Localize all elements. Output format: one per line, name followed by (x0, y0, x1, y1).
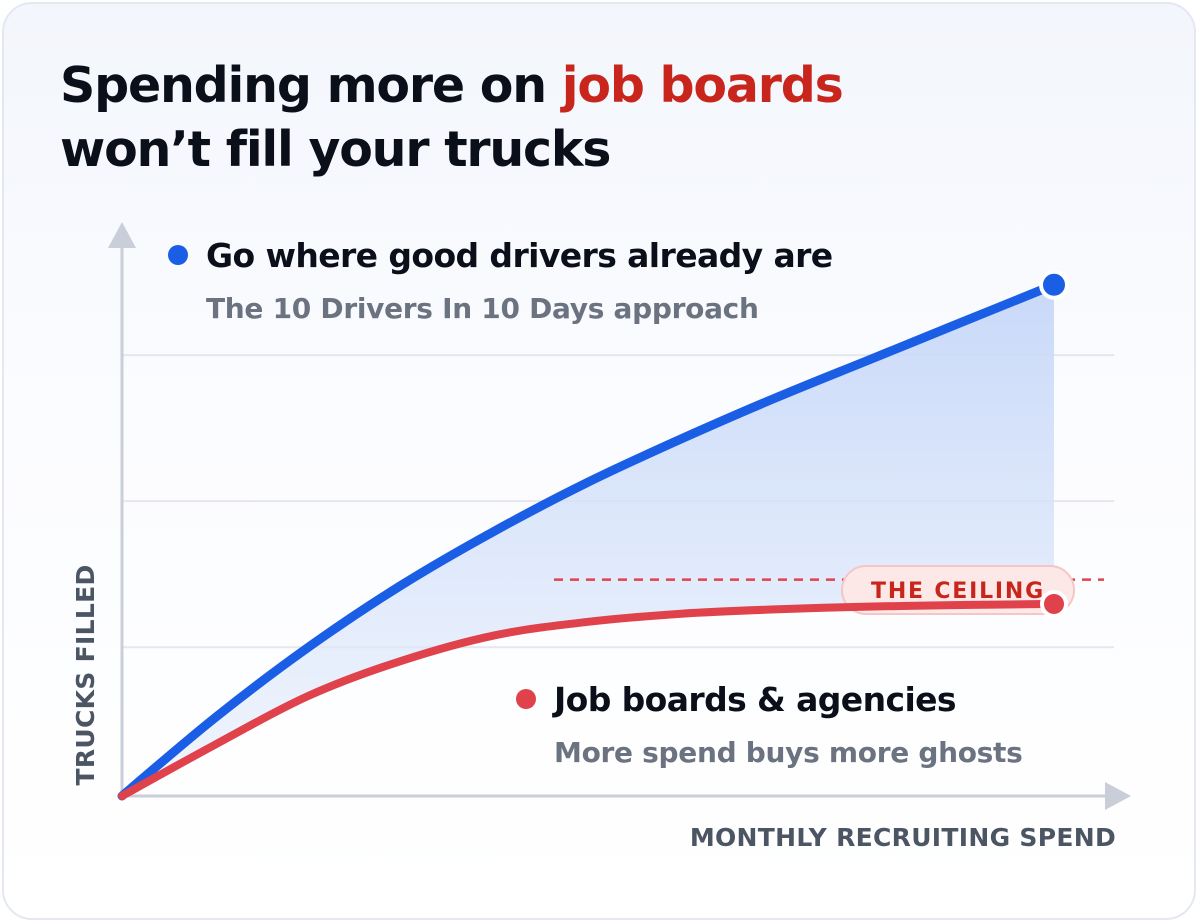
series-subtitle-direct: The 10 Drivers In 10 Days approach (206, 292, 759, 325)
x-axis-arrow (1105, 782, 1131, 810)
title-highlight: job boards (561, 57, 844, 114)
gap-area (122, 284, 1054, 796)
x-axis-label: MONTHLY RECRUITING SPEND (690, 823, 1116, 852)
series-label-job-boards: Job boards & agencies (552, 680, 956, 719)
series-line-job-boards (118, 599, 1058, 800)
chart-title: Spending more on job boards won’t fill y… (60, 54, 844, 182)
ceiling-label: THE CEILING (871, 579, 1045, 604)
title-prefix: Spending more on (60, 57, 562, 114)
series-label-direct: Go where good drivers already are (206, 236, 833, 275)
y-axis-arrow (108, 222, 136, 248)
series-end-point-job-boards (1040, 589, 1068, 618)
series-end-point-direct (1039, 269, 1069, 300)
series-subtitle-job-boards: More spend buys more ghosts (554, 736, 1023, 769)
title-line2: won’t fill your trucks (60, 121, 611, 178)
legend-dot-direct (168, 245, 188, 265)
legend-dot-job-boards (516, 689, 536, 709)
y-axis-label: TRUCKS FILLED (71, 564, 100, 785)
series-line-direct (117, 280, 1059, 801)
